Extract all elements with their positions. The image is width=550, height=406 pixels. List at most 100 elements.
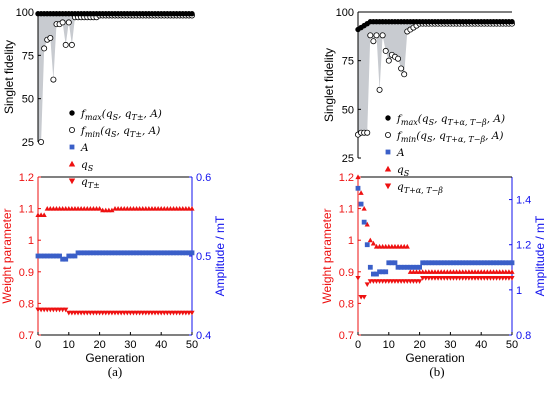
amplitude-point	[87, 250, 93, 256]
legend-entry: A	[396, 147, 405, 159]
y-tick-label: 0.8	[19, 298, 34, 310]
amplitude-point	[72, 253, 78, 259]
amplitude-point	[438, 260, 444, 266]
amplitude-point	[84, 250, 90, 256]
y-axis-label: Singlet fidelity	[322, 48, 336, 122]
fmin-point	[59, 19, 66, 26]
qs-point	[41, 212, 47, 217]
qs-point	[404, 243, 410, 249]
amplitude-point	[47, 253, 53, 259]
amplitude-point	[94, 250, 99, 256]
legend-entry: fmax​(qS​, qT±​, A)	[80, 108, 162, 122]
amplitude-point	[38, 253, 44, 259]
panel-label-a: (a)	[108, 364, 122, 379]
x-tick-label: 20	[93, 339, 105, 351]
qs-point	[358, 190, 364, 195]
amplitude-point	[398, 264, 404, 270]
y2-axis-label: Amplitude / mT	[213, 215, 227, 296]
amplitude-point	[128, 250, 133, 256]
qs-point	[370, 240, 376, 246]
y-tick-label: 50	[22, 94, 34, 106]
legend-entry: qT+α, T−β​	[397, 181, 443, 195]
amplitude-point	[152, 250, 158, 256]
y-tick-label: 1.2	[339, 172, 354, 184]
y2-tick-label: 0.8	[516, 330, 531, 342]
amplitude-point	[121, 250, 127, 256]
y2-tick-label: 0.5	[196, 251, 211, 263]
y-tick-label: 1	[28, 235, 34, 247]
amplitude-point	[423, 260, 429, 266]
fmin-point	[395, 55, 402, 62]
amplitude-point	[441, 260, 447, 266]
amplitude-point	[91, 250, 96, 256]
fmax-point	[509, 19, 515, 25]
amplitude-point	[383, 269, 389, 275]
amplitude-point	[371, 271, 376, 277]
legend-entry: qT±​	[81, 176, 100, 190]
x-tick-label: 0	[35, 339, 41, 351]
y-tick-label: 0.9	[19, 267, 34, 279]
amplitude-point	[183, 250, 189, 256]
amplitude-point	[484, 260, 490, 266]
amplitude-point	[392, 260, 398, 266]
amplitude-point	[51, 253, 56, 259]
fmin-point	[41, 45, 48, 52]
amplitude-point	[158, 250, 164, 256]
y-axis-label: Singlet fidelity	[2, 40, 16, 114]
legend-marker	[385, 149, 391, 155]
amplitude-point	[374, 271, 379, 277]
fmin-point	[382, 47, 389, 54]
amplitude-point	[149, 250, 155, 256]
amplitude-point	[491, 260, 496, 266]
fidelity-range-band	[38, 13, 192, 142]
amplitude-point	[451, 260, 456, 266]
amplitude-point	[429, 260, 435, 266]
x-tick-label: 40	[475, 339, 487, 351]
y-tick-label: 75	[22, 50, 34, 62]
amplitude-point	[361, 219, 367, 225]
x-tick-label: 30	[444, 339, 456, 351]
y-tick-label: 0.8	[339, 298, 354, 310]
legend-entry: qS​	[397, 164, 410, 178]
amplitude-point	[358, 201, 364, 207]
qs-point	[367, 237, 373, 243]
y-tick-label: 1	[348, 235, 354, 247]
qt-point	[361, 295, 367, 300]
qs-point	[189, 206, 195, 211]
fmin-point	[364, 129, 371, 136]
amplitude-point	[66, 253, 72, 259]
amplitude-point	[472, 260, 478, 266]
amplitude-point	[115, 250, 121, 256]
fmin-point	[370, 38, 377, 45]
amplitude-point	[494, 260, 499, 266]
amplitude-point	[355, 185, 361, 191]
amplitude-point	[488, 260, 493, 266]
amplitude-point	[469, 260, 475, 266]
qt-point	[509, 276, 515, 281]
amplitude-point	[478, 260, 484, 266]
qs-point	[509, 269, 515, 274]
y-tick-label: 25	[22, 137, 34, 149]
x-tick-label: 20	[413, 339, 425, 351]
amplitude-point	[161, 250, 167, 256]
amplitude-point	[481, 260, 487, 266]
amplitude-point	[475, 260, 481, 266]
amplitude-point	[460, 260, 466, 266]
amplitude-point	[97, 250, 102, 256]
amplitude-point	[395, 264, 401, 270]
amplitude-point	[367, 264, 373, 270]
fmin-point	[65, 19, 72, 26]
amplitude-point	[444, 260, 450, 266]
amplitude-point	[404, 264, 410, 270]
y2-tick-label: 0.6	[196, 172, 211, 184]
y2-tick-label: 0.4	[196, 330, 211, 342]
legend-marker	[384, 131, 391, 138]
x-tick-label: 10	[383, 339, 395, 351]
amplitude-point	[134, 250, 139, 256]
amplitude-point	[41, 253, 47, 259]
fmin-point	[401, 71, 408, 78]
amplitude-point	[189, 250, 195, 256]
amplitude-point	[63, 256, 69, 262]
fidelity-range-band	[358, 21, 512, 135]
